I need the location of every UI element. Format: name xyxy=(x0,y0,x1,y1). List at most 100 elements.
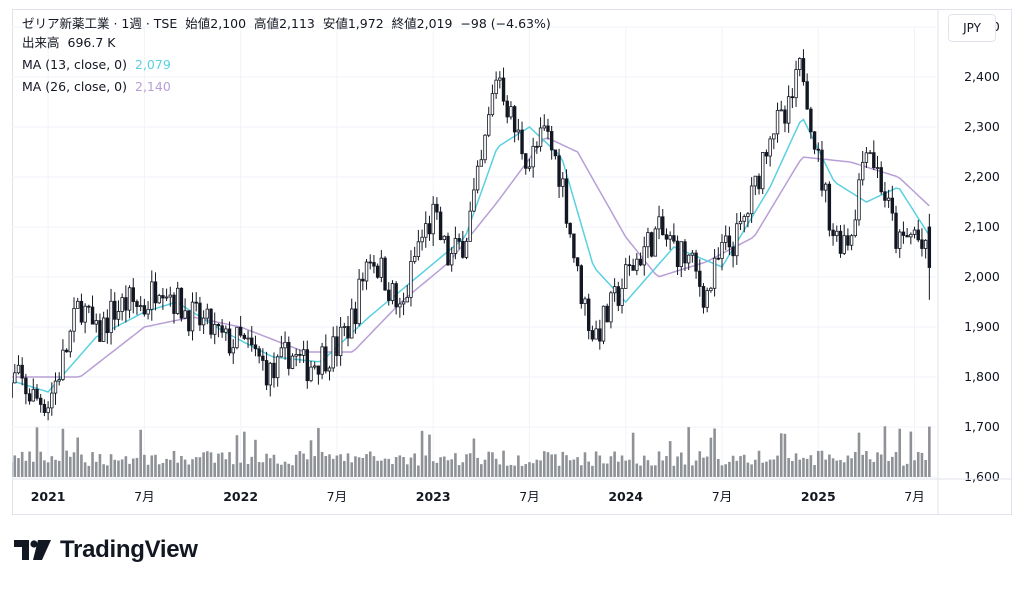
open-label: 始値 xyxy=(185,16,211,31)
candle-body xyxy=(846,235,850,246)
candle-body xyxy=(76,300,80,309)
volume-bar xyxy=(128,463,131,477)
candle-body xyxy=(379,257,384,278)
volume-bar xyxy=(617,461,620,477)
candle-body xyxy=(831,229,835,237)
volume-bar xyxy=(787,458,790,477)
legend-ma13[interactable]: MA (13, close, 0) 2,079 xyxy=(22,56,171,74)
volume-bar xyxy=(872,461,876,477)
candle-body xyxy=(472,189,476,212)
volume-bar xyxy=(283,461,287,477)
volume-bar xyxy=(191,459,194,477)
candle-body xyxy=(790,96,795,99)
candle-body xyxy=(16,364,21,374)
candle-body xyxy=(575,257,580,267)
volume-bar xyxy=(161,462,165,477)
candle-body xyxy=(398,303,402,308)
volume-bar xyxy=(120,459,124,477)
candle-body xyxy=(698,270,702,287)
volume-bar xyxy=(691,465,694,477)
volume-bar xyxy=(150,455,154,477)
volume-bar xyxy=(672,465,676,477)
candle-body xyxy=(561,178,565,187)
candle-body xyxy=(601,305,606,342)
candle-body xyxy=(527,166,532,169)
volume-bar xyxy=(246,463,250,477)
volume-bar xyxy=(746,462,750,477)
candle-body xyxy=(183,310,187,319)
candle-body xyxy=(135,301,139,307)
candle-body xyxy=(316,365,321,375)
volume-bar xyxy=(72,452,76,477)
volume-bar xyxy=(31,461,35,477)
candle-body xyxy=(179,287,184,319)
volume-value: 696.7 K xyxy=(67,35,116,50)
volume-bar xyxy=(639,465,642,477)
volume-bar xyxy=(91,452,94,477)
volume-bar xyxy=(335,455,339,477)
candle-body xyxy=(38,397,43,405)
volume-bar xyxy=(291,465,294,477)
time-axis[interactable]: 2021 7月 2022 7月 2023 7月 2024 7月 2025 7月 xyxy=(31,489,925,504)
volume-bar xyxy=(709,437,713,477)
tradingview-logo[interactable]: TradingView xyxy=(14,536,198,564)
volume-bar xyxy=(57,460,61,477)
candle-body xyxy=(31,388,35,402)
candle-body xyxy=(923,239,928,249)
volume-bar xyxy=(498,464,502,477)
volume-bar xyxy=(250,456,254,477)
candle-body xyxy=(46,407,50,413)
volume-bar xyxy=(146,464,150,477)
candle-body xyxy=(109,300,113,334)
volume-bar xyxy=(539,460,542,477)
candle-body xyxy=(901,231,906,236)
candle-body xyxy=(53,380,58,394)
volume-bar xyxy=(628,459,631,477)
volume-bar xyxy=(735,460,739,477)
candle-body xyxy=(275,356,280,379)
candle-body xyxy=(401,301,406,305)
candle-body xyxy=(772,133,776,140)
price-chart[interactable]: 1,600 1,700 1,800 1,900 2,000 2,100 2,200 2,300… xyxy=(12,9,1012,515)
volume-bar xyxy=(509,464,513,477)
volume-bar xyxy=(354,456,357,477)
candle-body xyxy=(564,178,569,224)
volume-bar xyxy=(776,455,779,477)
volume-bar xyxy=(620,455,624,477)
volume-bar xyxy=(494,458,498,477)
price-tick-label: 2,400 xyxy=(964,69,1000,84)
candle-body xyxy=(335,336,339,357)
volume-bar xyxy=(13,455,17,477)
candle-body xyxy=(620,287,624,306)
volume-bar xyxy=(754,459,757,477)
candle-body xyxy=(801,58,806,83)
candle-body xyxy=(631,265,635,271)
candle-body xyxy=(746,213,750,217)
volume-bar xyxy=(172,450,176,477)
open-value: 2,100 xyxy=(210,16,247,31)
volume-bar xyxy=(472,438,476,477)
ma26-label: MA (26, close, 0) xyxy=(22,79,128,94)
volume-bar xyxy=(361,457,365,477)
candle-body xyxy=(309,366,313,382)
candle-body xyxy=(872,152,876,169)
volume-bar xyxy=(902,465,905,477)
candle-body xyxy=(24,377,28,395)
volume-bar xyxy=(442,456,446,477)
volume-bar xyxy=(757,450,761,477)
volume-bar xyxy=(405,464,409,477)
candle-body xyxy=(231,347,235,354)
candle-body xyxy=(87,305,91,308)
volume-bar xyxy=(80,454,83,477)
volume-bar xyxy=(542,451,546,477)
volume-bar xyxy=(531,463,535,477)
volume-bar xyxy=(650,465,653,477)
candle-body xyxy=(427,223,432,235)
currency-button[interactable]: JPY xyxy=(948,14,996,42)
volume-bar xyxy=(480,464,483,477)
volume-bar xyxy=(209,452,213,477)
time-tick-label: 7月 xyxy=(904,489,924,504)
volume-bar xyxy=(376,460,379,477)
legend-ma26[interactable]: MA (26, close, 0) 2,140 xyxy=(22,78,171,96)
volume-bar xyxy=(213,462,217,477)
